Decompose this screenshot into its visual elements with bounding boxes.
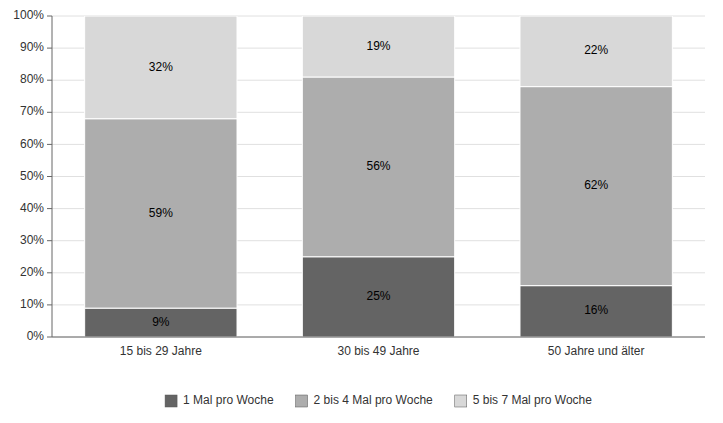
y-tick: [47, 337, 52, 338]
x-tick-label: 15 bis 29 Jahre: [120, 344, 202, 358]
y-tick-label: 10%: [20, 297, 44, 311]
legend-swatch: [455, 395, 467, 407]
bar-segment: [520, 286, 672, 337]
plot-root: 0% 10% 20% 30% 40% 50% 60% 70% 80% 90% 100% 9% 25% 16…: [13, 8, 705, 358]
data-label: 19%: [366, 39, 390, 53]
legend-label: 2 bis 4 Mal pro Woche: [314, 393, 433, 407]
y-tick: [47, 48, 52, 49]
y-tick-label: 50%: [20, 169, 44, 183]
y-tick: [47, 208, 52, 209]
legend-swatch: [296, 395, 308, 407]
legend-label: 5 bis 7 Mal pro Woche: [473, 393, 592, 407]
data-label: 62%: [584, 178, 608, 192]
y-tick-label: 70%: [20, 104, 44, 118]
y-tick: [47, 272, 52, 273]
y-tick: [47, 144, 52, 145]
grid-line: [52, 337, 705, 338]
y-tick: [47, 304, 52, 305]
y-tick: [47, 80, 52, 81]
y-grid: [52, 16, 705, 337]
y-tick: [47, 176, 52, 177]
legend: 1 Mal pro Woche 2 bis 4 Mal pro Woche 5 bi…: [165, 393, 592, 407]
data-labels: 9% 25% 16% 59% 56% 62% 32% 19% 22%: [149, 39, 609, 329]
bar-segment: [302, 257, 454, 337]
data-label: 59%: [149, 206, 173, 220]
bar-segment: [302, 16, 454, 77]
x-tick-label: 30 bis 49 Jahre: [337, 344, 419, 358]
y-tick-label: 30%: [20, 233, 44, 247]
bar-segment: [520, 16, 672, 87]
y-tick-label: 90%: [20, 40, 44, 54]
data-label: 9%: [152, 315, 170, 329]
legend-item: 5 bis 7 Mal pro Woche: [455, 393, 592, 407]
bar-segment: [302, 77, 454, 257]
data-label: 32%: [149, 60, 173, 74]
bar-segment: [520, 87, 672, 286]
x-tick-label: 50 Jahre und älter: [548, 344, 645, 358]
y-tick-label: 100%: [13, 8, 44, 22]
legend-item: 2 bis 4 Mal pro Woche: [296, 393, 433, 407]
bar-segment: [85, 119, 237, 308]
bars: [85, 16, 673, 337]
legend-label: 1 Mal pro Woche: [183, 393, 274, 407]
y-tick: [47, 240, 52, 241]
y-tick: [47, 16, 52, 17]
y-tick-label: 80%: [20, 72, 44, 86]
bar-segment: [85, 308, 237, 337]
y-tick-label: 20%: [20, 265, 44, 279]
chart-svg: 0% 10% 20% 30% 40% 50% 60% 70% 80% 90% 100% 9% 25% 16…: [0, 0, 723, 423]
data-label: 25%: [366, 289, 390, 303]
data-label: 22%: [584, 43, 608, 57]
y-axis: 0% 10% 20% 30% 40% 50% 60% 70% 80% 90% 100%: [13, 8, 52, 343]
chart-container: 0% 10% 20% 30% 40% 50% 60% 70% 80% 90% 100% 9% 25% 16…: [0, 0, 723, 423]
y-axis-line: [52, 16, 53, 337]
y-tick-label: 0%: [27, 329, 45, 343]
legend-item: 1 Mal pro Woche: [165, 393, 274, 407]
bar-segment: [85, 16, 237, 119]
y-tick-label: 60%: [20, 137, 44, 151]
y-tick-label: 40%: [20, 201, 44, 215]
data-label: 56%: [366, 159, 390, 173]
legend-swatch: [165, 395, 177, 407]
x-axis: 15 bis 29 Jahre 30 bis 49 Jahre 50 Jahre u…: [120, 344, 645, 358]
x-axis-line: [52, 337, 705, 338]
data-label: 16%: [584, 303, 608, 317]
y-tick: [47, 112, 52, 113]
